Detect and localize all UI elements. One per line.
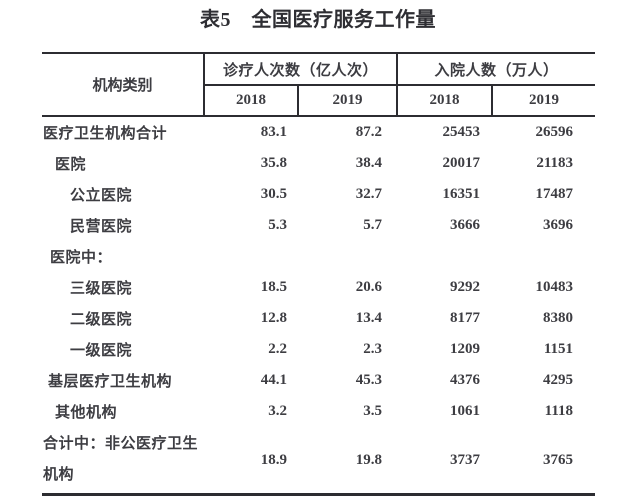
column-group-admissions: 入院人数（万人） [396,53,596,86]
cell-value [397,241,492,272]
cell-value: 45.3 [355,372,383,388]
column-header-category: 机构类别 [42,53,205,116]
table-row: 医院 35.8 38.4 20017 21183 [42,148,595,179]
cell-value: 19.8 [355,451,383,468]
table-row: 基层医疗卫生机构 44.1 45.3 4376 4295 [42,365,595,396]
table-row: 公立医院 30.5 32.7 16351 17487 [42,179,595,210]
cell-value: 1209 [450,341,481,357]
cell-value: 16351 [442,186,481,202]
cell-value: 35.8 [260,155,287,171]
table-body: 医疗卫生机构合计 83.1 87.2 25453 26596 医院 35.8 3… [42,116,595,495]
cell-value: 3.2 [268,403,287,419]
table-row: 一级医院 2.2 2.3 1209 1151 [42,334,595,365]
cell-value: 18.9 [260,451,287,468]
table-row: 医疗卫生机构合计 83.1 87.2 25453 26596 [42,116,595,148]
cell-value [492,241,595,272]
cell-value: 9292 [450,279,481,295]
cell-value: 13.4 [355,310,383,326]
cell-value: 32.7 [355,186,383,202]
row-label: 医院 [55,157,87,173]
table-header: 机构类别 诊疗人次数（亿人次） 入院人数（万人） 2018 2019 2018 … [42,53,596,116]
cell-value: 21183 [536,155,574,171]
medical-service-workload-table: 机构类别 诊疗人次数（亿人次） 入院人数（万人） 2018 2019 2018 … [42,52,596,496]
year-header-row: 2018 2019 2018 2019 [42,85,596,116]
cell-value: 1061 [450,403,481,419]
table-row: 其他机构 3.2 3.5 1061 1118 [42,396,595,427]
cell-value: 5.7 [363,217,383,233]
table-row: 三级医院 18.5 20.6 9292 10483 [42,272,595,303]
row-label: 三级医院 [70,281,133,297]
row-label: 二级医院 [70,312,133,328]
cell-value: 17487 [535,186,574,202]
cell-value: 2.2 [268,341,287,357]
page-title: 表5 全国医疗服务工作量 [200,9,436,31]
row-label: 公立医院 [70,188,133,204]
row-label: 一级医院 [70,343,133,359]
cell-value [298,241,397,272]
row-label: 民营医院 [70,219,133,235]
cell-value: 12.8 [260,310,287,326]
cell-value: 20.6 [355,279,383,295]
cell-value: 1151 [543,341,574,357]
cell-value: 25453 [442,124,481,140]
cell-value [204,241,298,272]
cell-value: 8380 [543,310,574,326]
column-header-visits-2018: 2018 [236,92,266,108]
cell-value: 3696 [543,217,574,233]
cell-value: 1118 [544,403,574,419]
column-group-visits: 诊疗人次数（亿人次） [204,53,398,86]
group-header-row: 机构类别 诊疗人次数（亿人次） 入院人数（万人） [42,53,596,116]
cell-value: 3666 [450,217,481,233]
table-row: 二级医院 12.8 13.4 8177 8380 [42,303,595,334]
table-row: 民营医院 5.3 5.7 3666 3696 [42,210,595,241]
row-label: 其他机构 [55,405,118,421]
cell-value: 8177 [450,310,481,326]
table-row: 医院中： [42,241,595,272]
column-header-visits-2019: 2019 [296,85,398,116]
row-label: 医院中： [50,250,113,266]
row-label: 合计中：非公医疗卫生机构 [43,436,199,483]
cell-value: 20017 [442,155,481,171]
cell-value: 18.5 [260,279,287,295]
cell-value: 44.1 [260,372,287,388]
cell-value: 5.3 [268,217,287,233]
cell-value: 83.1 [260,124,287,140]
cell-value: 4295 [543,372,574,388]
cell-value: 2.3 [363,341,383,357]
table-row: 合计中：非公医疗卫生机构 18.9 19.8 3737 3765 [42,427,595,495]
cell-value: 3.5 [363,403,383,419]
cell-value: 10483 [535,279,574,295]
cell-value: 3737 [450,451,481,468]
cell-value: 38.4 [355,155,383,171]
cell-value: 87.2 [355,124,383,140]
row-label: 医疗卫生机构合计 [43,126,168,142]
row-label: 基层医疗卫生机构 [48,374,173,390]
column-header-admissions-2019: 2019 [491,85,596,116]
cell-value: 30.5 [260,186,287,202]
column-header-admissions-2018: 2018 [396,85,493,116]
cell-value: 4376 [450,372,481,388]
cell-value: 3765 [543,451,574,468]
cell-value: 26596 [535,124,574,140]
